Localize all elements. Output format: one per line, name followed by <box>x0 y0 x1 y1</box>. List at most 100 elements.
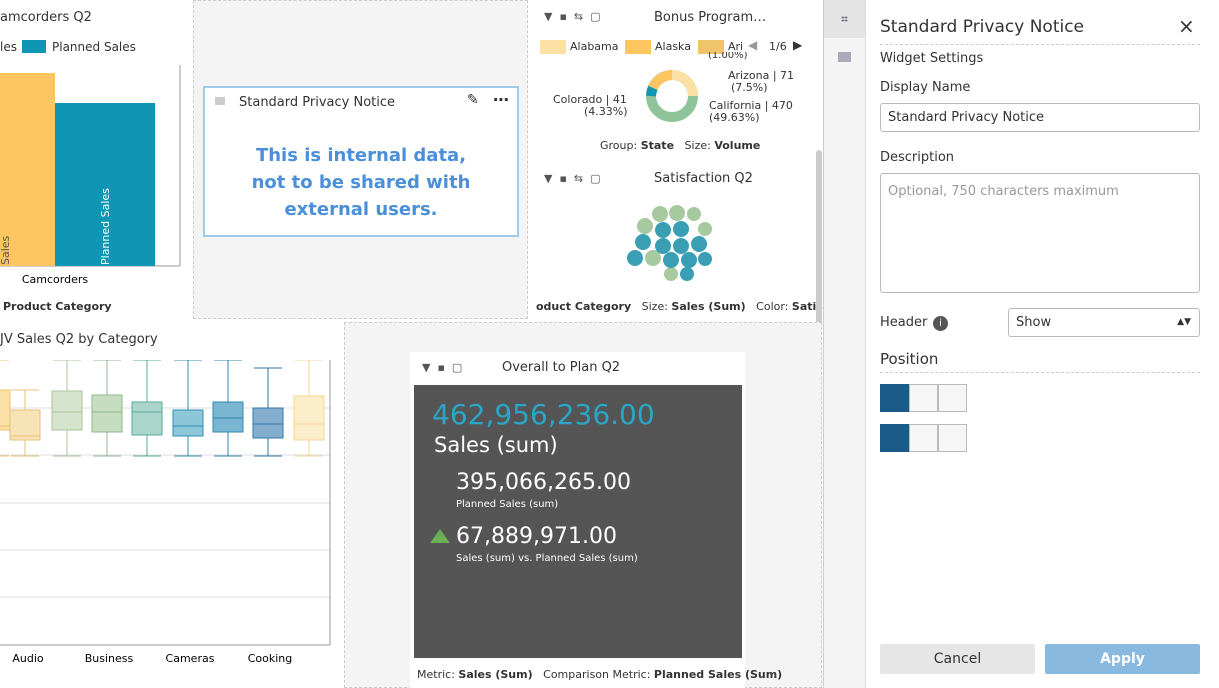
boxplot-widget: JV Sales Q2 by Category Audio Business C… <box>0 322 340 688</box>
panel-title: Standard Privacy Notice <box>880 17 1085 37</box>
text-widget[interactable]: Standard Privacy Notice ✎ ⋯ This is inte… <box>203 86 519 237</box>
prev-page[interactable]: ◀ <box>748 38 758 52</box>
close-button[interactable]: × <box>1178 14 1195 38</box>
donut <box>646 70 698 122</box>
box-part <box>172 409 204 437</box>
box-part <box>252 407 284 439</box>
pager: 1/6 <box>769 40 787 53</box>
category-label: Audio <box>12 652 44 665</box>
footer-value: Sales (Sum) <box>671 300 746 313</box>
widget-title: Satisfaction Q2 <box>654 171 753 186</box>
box-plot: Audio Business Cameras Cooking <box>0 360 331 665</box>
display-name-input[interactable]: Standard Privacy Notice <box>880 103 1200 132</box>
footer: Metric: Sales (Sum) Comparison Metric: P… <box>417 668 782 681</box>
footer-value: Planned Sales (Sum) <box>653 668 783 681</box>
select-arrow: ▲▼ <box>1177 317 1191 327</box>
divider <box>880 44 1200 45</box>
legend-entry: Planned Sales <box>52 40 136 54</box>
field-label: Header <box>880 315 928 330</box>
slice-label: Arizona | 71 <box>728 69 795 82</box>
section-title: Widget Settings <box>880 51 984 66</box>
slice-label: Colorado | 41 <box>553 93 627 106</box>
up-arrow <box>430 529 450 543</box>
menu-icon[interactable]: ⋯ <box>493 90 509 109</box>
kpi-body: 462,956,236.00 Sales (sum) 395,066,265.0… <box>414 385 742 658</box>
bonus-widget: ▼ ▪ ⇆ ▢ Bonus Program… Alabama Alaska Ar… <box>530 0 812 156</box>
position-button[interactable] <box>909 424 938 452</box>
widget-title: Standard Privacy Notice <box>239 95 396 110</box>
scrollbar[interactable] <box>816 150 822 338</box>
kpi-widget: ▼ ▪ ▢ Overall to Plan Q2 462,956,236.00 … <box>410 352 782 688</box>
position-button[interactable] <box>880 424 909 452</box>
kpi-value: 395,066,265.00 <box>456 470 631 495</box>
bar-label: Sales <box>0 235 12 265</box>
select-value: Show <box>1016 315 1052 330</box>
bar <box>0 73 55 266</box>
footer: Group: State Size: Volume <box>600 139 760 152</box>
toolbar-icons[interactable]: ▼ ▪ ⇆ ▢ <box>544 10 601 23</box>
legend-entry: Alabama <box>570 40 619 53</box>
toolbar-icons[interactable]: ▼ ▪ ▢ <box>422 361 463 374</box>
footer-value: Sales (Sum) <box>458 668 533 681</box>
camcorders-widget: amcorders Q2 les Planned Sales Sales Pla… <box>0 0 188 318</box>
legend-entry: Ari <box>728 40 742 53</box>
legend-swatch <box>625 40 651 54</box>
legend-swatch <box>540 40 566 54</box>
satisfaction-widget: ▼ ▪ ⇆ ▢ Satisfaction Q2 oduct Category S… <box>530 162 847 318</box>
donut-slice <box>648 70 673 91</box>
category-label: Business <box>85 652 134 665</box>
settings-tab[interactable]: ⌗ <box>824 0 865 38</box>
bar-plot: Sales Planned Sales Camcorders <box>0 65 181 286</box>
description-input[interactable]: Optional, 750 characters maximum <box>880 173 1200 293</box>
widget-title: JV Sales Q2 by Category <box>0 332 158 347</box>
donut-slice <box>646 85 658 97</box>
comment-icon <box>215 97 225 105</box>
info-icon[interactable]: i <box>933 316 948 331</box>
position-button[interactable] <box>880 384 909 412</box>
cancel-button[interactable]: Cancel <box>880 644 1035 674</box>
legend-swatch <box>22 40 46 53</box>
box-part <box>0 389 11 431</box>
notice-text: This is internal data, not to be shared … <box>251 145 471 220</box>
slice-label: (7.5%) <box>731 81 768 94</box>
footer-key: Color: <box>756 300 789 313</box>
footer-key: Size: <box>641 300 668 313</box>
box-part <box>212 401 244 433</box>
footer-key: Size: <box>684 139 711 152</box>
slice-label: California | 470 <box>709 99 793 112</box>
footer-key: Comparison Metric: <box>543 668 651 681</box>
position-button[interactable] <box>938 384 967 412</box>
bubble-cluster <box>627 205 712 281</box>
position-button[interactable] <box>909 384 938 412</box>
legend-entry: les <box>0 40 17 54</box>
next-page[interactable]: ▶ <box>793 38 803 52</box>
box-part <box>293 395 325 441</box>
box-part <box>9 409 41 441</box>
kpi-label: Sales (sum) <box>434 433 558 457</box>
comments-tab[interactable] <box>838 52 851 62</box>
category-label: Camcorders <box>22 273 89 286</box>
divider <box>880 372 1200 373</box>
side-tabs: ⌗ <box>823 0 866 688</box>
slice-label: (49.63%) <box>709 111 760 124</box>
apply-button[interactable]: Apply <box>1045 644 1200 674</box>
donut-slice <box>671 70 698 97</box>
footer-value: oduct Category <box>536 300 632 313</box>
bar-label: Planned Sales <box>99 188 112 265</box>
box-part <box>51 390 83 431</box>
header-select[interactable]: Show ▲▼ <box>1008 308 1200 337</box>
bar <box>55 103 155 266</box>
legend-swatch <box>698 40 724 54</box>
position-button[interactable] <box>938 424 967 452</box>
footer-key: Metric: <box>417 668 455 681</box>
widget-title: Bonus Program… <box>654 10 767 25</box>
widget-title: Overall to Plan Q2 <box>502 360 621 375</box>
kpi-label: Planned Sales (sum) <box>456 499 559 510</box>
widget-title: amcorders Q2 <box>0 10 92 25</box>
footer-value: State <box>640 139 675 152</box>
kpi-label: Sales (sum) vs. Planned Sales (sum) <box>456 553 638 564</box>
edit-icon[interactable]: ✎ <box>467 92 479 108</box>
footer-value: Volume <box>714 139 761 152</box>
toolbar-icons[interactable]: ▼ ▪ ⇆ ▢ <box>544 172 601 185</box>
